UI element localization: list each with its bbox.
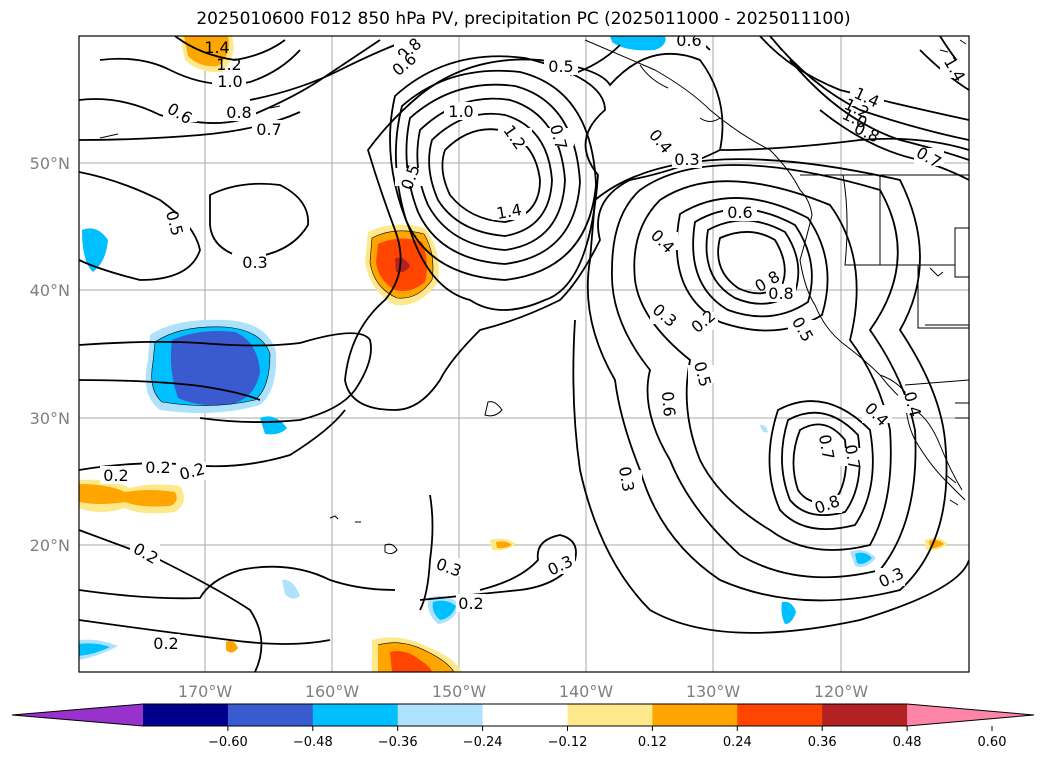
contour-label: 1.2 [216,55,241,74]
svg-text:0.6: 0.6 [727,203,752,222]
contour-label: 0.8 [812,491,842,518]
svg-text:1.0: 1.0 [448,102,473,121]
svg-text:1.2: 1.2 [216,55,241,74]
lat-label: 30°N [30,409,70,428]
contour-label: 1.0 [444,102,478,121]
contour-label: 0.6 [654,391,684,418]
precip-positive-blobs [79,36,948,672]
svg-text:0.3: 0.3 [674,150,699,169]
svg-text:0.2: 0.2 [103,466,128,485]
contour-label: 0.7 [838,443,868,471]
latitude-labels: 50°N 40°N 30°N 20°N [30,154,70,555]
colorbar-extend-max [907,704,1034,726]
colorbar: −0.60 −0.48 −0.36 −0.24 −0.12 0.12 0.24 0.36 0.4… [11,703,1035,750]
svg-text:0.7: 0.7 [815,433,838,461]
svg-text:0.8: 0.8 [226,103,251,122]
precip-negative-blobs [79,36,876,660]
colorbar-tick-label: −0.48 [293,735,333,750]
lon-label: 150°W [432,682,487,701]
contour-label: 0.8 [766,284,796,303]
svg-text:0.3: 0.3 [242,253,267,272]
contour-label: 0.3 [612,465,642,493]
svg-text:0.6: 0.6 [676,31,701,50]
lon-label: 130°W [686,682,741,701]
colorbar-segment [143,704,229,726]
colorbar-tick-label: 0.60 [978,735,1007,750]
colorbar-tick-label: 0.48 [893,735,922,750]
contour-label: 0.2 [142,458,172,477]
colorbar-segment [822,704,908,726]
colorbar-tick-label: −0.36 [378,735,418,750]
lat-label: 20°N [30,536,70,555]
contour-label: 0.3 [434,554,464,581]
colorbar-segment [567,704,653,726]
contour-label: 0.2 [456,594,486,613]
svg-text:0.8: 0.8 [768,284,793,303]
lon-label: 160°W [305,682,360,701]
lat-label: 40°N [30,281,70,300]
colorbar-tick-label: 0.12 [638,735,667,750]
svg-text:1.0: 1.0 [217,72,242,91]
contour-label: 0.3 [232,253,268,272]
colorbar-outline [11,703,1035,727]
svg-text:0.2: 0.2 [458,594,483,613]
contour-label: 0.7 [252,120,286,139]
svg-text:0.3: 0.3 [615,465,638,493]
colorbar-segment [652,704,738,726]
contour-label: 0.2 [150,634,180,653]
colorbar-tick-label: 0.24 [723,735,752,750]
colorbar-tick-label: −0.12 [548,735,588,750]
colorbar-segment [482,704,568,726]
contour-label: 0.5 [544,57,578,76]
svg-text:1.4: 1.4 [495,200,523,223]
contour-label: 0.8 [222,103,256,122]
colorbar-tick-label: 0.36 [808,735,837,750]
contour-label: 0.7 [812,433,842,461]
svg-text:0.2: 0.2 [145,458,170,477]
lat-label: 50°N [30,154,70,173]
svg-text:0.2: 0.2 [153,634,178,653]
contour-label: 0.2 [100,466,130,485]
colorbar-segment [312,704,399,726]
lon-label: 120°W [814,682,869,701]
lon-label: 170°W [178,682,233,701]
map-title: 2025010600 F012 850 hPa PV, precipitatio… [196,9,851,29]
contour-label: 1.0 [212,72,246,91]
contour-label: 1.4 [204,38,229,57]
map-frame [78,35,970,673]
svg-text:0.7: 0.7 [256,120,281,139]
lon-label: 140°W [559,682,614,701]
contour-label: 0.3 [672,150,702,169]
svg-text:0.6: 0.6 [658,391,679,418]
colorbar-tick-label: −0.60 [208,735,248,750]
svg-text:0.5: 0.5 [548,57,573,76]
contour-label: 0.2 [176,459,207,484]
colorbar-extend-min [12,704,143,726]
svg-text:1.4: 1.4 [204,38,229,57]
colorbar-segment [227,704,314,726]
precip-outlines [151,230,455,672]
contour-label: 0.6 [672,31,706,50]
svg-text:0.7: 0.7 [841,443,864,471]
colorbar-segment [737,704,823,726]
contour-label: 1.4 [492,200,526,223]
contour-label: 0.6 [723,203,757,222]
colorbar-tick-label: −0.24 [463,735,503,750]
colorbar-segment [397,704,484,726]
longitude-labels: 170°W 160°W 150°W 140°W 130°W 120°W [178,682,869,701]
